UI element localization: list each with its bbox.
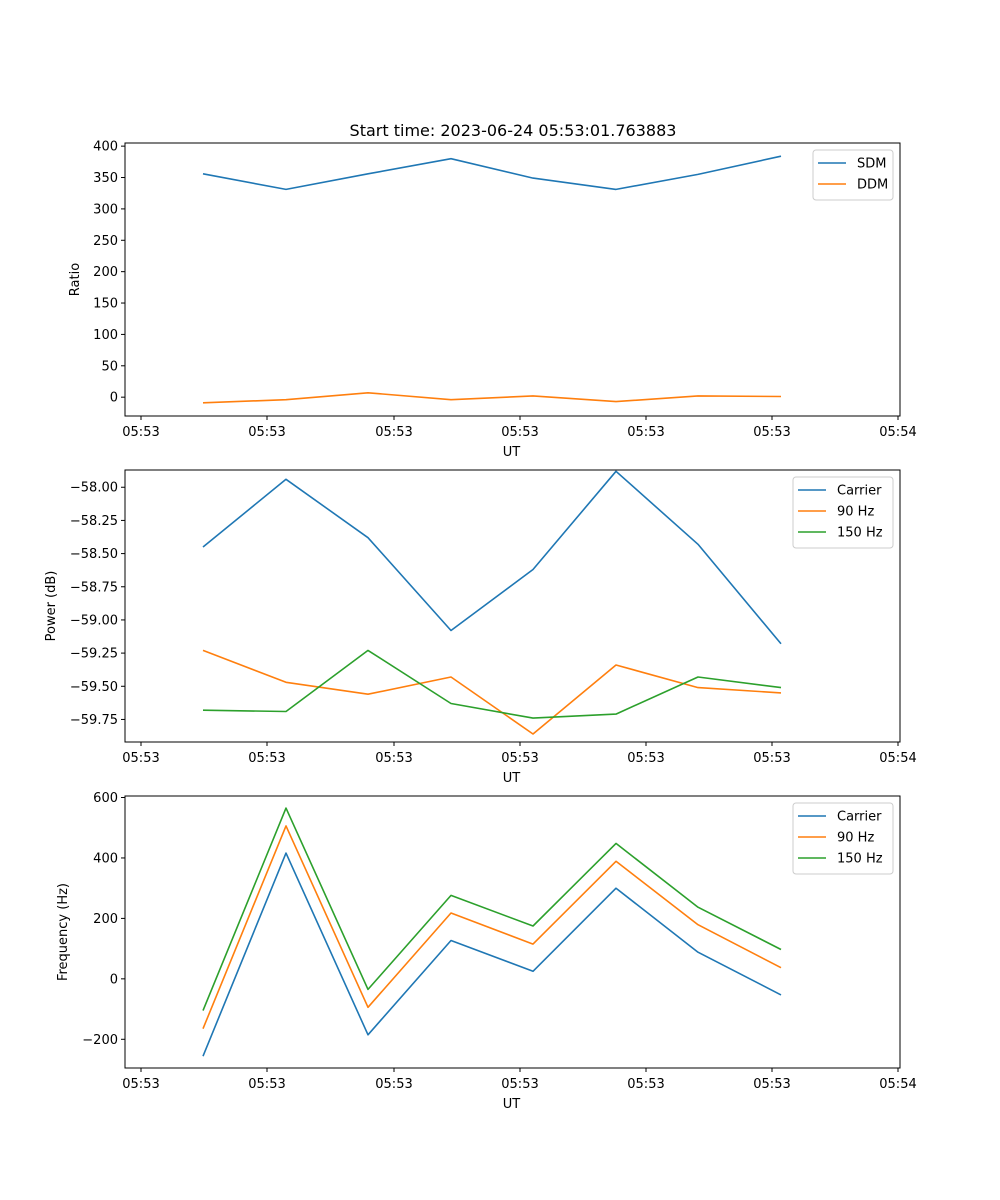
x-tick-label: 05:53 [248,1077,285,1092]
y-tick-label: 0 [110,391,118,406]
y-tick-label: 0 [110,972,118,987]
x-tick-label: 05:53 [375,1077,412,1092]
y-tick-label: 400 [93,140,118,155]
y-tick-label: 600 [93,791,118,806]
x-axis-label: UT [503,771,521,786]
y-tick-label: −59.00 [70,613,118,628]
y-tick-label: −59.50 [70,680,118,695]
y-tick-label: 350 [93,171,118,186]
series-line-ddm [202,391,782,404]
axes-frame [124,142,901,417]
y-tick-label: −58.00 [70,481,118,496]
series-line-90-hz [202,825,782,1030]
subplot-1: 05:53 05:53 05:53 05:53 05:53 05:53 05:54 0 50 10… [68,140,917,460]
x-tick-label: 05:53 [627,751,664,766]
y-axis-label: Power (dB) [44,571,59,642]
x-tick-label: 05:53 [753,1077,790,1092]
y-tick-label: −58.75 [70,580,118,595]
x-tick-label: 05:53 [627,1077,664,1092]
chart-title: Start time: 2023-06-24 05:53:01.763883 [350,121,677,140]
series-line-carrier [202,470,782,645]
x-tick-label: 05:53 [753,425,790,440]
y-axis-label: Ratio [68,263,83,296]
x-tick-label: 05:53 [248,425,285,440]
x-tick-label: 05:54 [879,425,916,440]
series-line-carrier [202,852,782,1057]
legend-box [792,476,894,549]
legend-label: DDM [857,178,888,193]
legend-label: 150 Hz [837,526,883,541]
x-axis-label: UT [503,445,521,460]
plots: 05:53 05:53 05:53 05:53 05:53 05:53 05:54 0 50 10… [44,140,917,1112]
y-axis-label: Frequency (Hz) [56,883,71,981]
x-tick-label: 05:53 [501,425,538,440]
y-tick-label: 50 [101,359,118,374]
x-tick-label: 05:53 [753,751,790,766]
x-tick-label: 05:53 [375,751,412,766]
legend-label: 90 Hz [837,505,874,520]
y-tick-label: −58.25 [70,514,118,529]
x-tick-label: 05:54 [879,1077,916,1092]
legend-label: 90 Hz [837,831,874,846]
x-tick-label: 05:53 [122,425,159,440]
y-tick-label: 100 [93,328,118,343]
legend-label: SDM [857,157,886,172]
y-tick-label: −59.25 [70,647,118,662]
y-tick-label: −58.50 [70,547,118,562]
x-tick-label: 05:53 [501,1077,538,1092]
x-tick-label: 05:53 [501,751,538,766]
y-tick-label: −59.75 [70,713,118,728]
x-tick-label: 05:53 [248,751,285,766]
series-line-sdm [202,155,782,191]
x-axis-label: UT [503,1097,521,1112]
series-line-150-hz [202,807,782,1011]
y-tick-label: 250 [93,234,118,249]
x-tick-label: 05:54 [879,751,916,766]
y-tick-label: 200 [93,265,118,280]
axes-frame [124,795,901,1069]
legend-label: 150 Hz [837,852,883,867]
x-tick-label: 05:53 [122,751,159,766]
series-line-150-hz [202,649,782,719]
y-tick-label: 200 [93,912,118,927]
y-tick-label: 400 [93,851,118,866]
y-tick-label: 300 [93,202,118,217]
axes-frame [124,469,901,743]
y-tick-label: −200 [82,1033,118,1048]
subplot-2: 05:53 05:53 05:53 05:53 05:53 05:53 05:54 −59.7… [44,469,917,786]
legend: Carrier 90 Hz 150 Hz [792,476,894,549]
legend: Carrier 90 Hz 150 Hz [792,802,894,875]
legend: SDM DDM [812,149,894,201]
y-tick-label: 150 [93,297,118,312]
subplot-3: 05:53 05:53 05:53 05:53 05:53 05:53 05:54 −200 0… [56,791,917,1112]
legend-box [792,802,894,875]
x-tick-label: 05:53 [375,425,412,440]
x-tick-label: 05:53 [122,1077,159,1092]
x-tick-label: 05:53 [627,425,664,440]
legend-label: Carrier [837,810,882,825]
legend-label: Carrier [837,484,882,499]
